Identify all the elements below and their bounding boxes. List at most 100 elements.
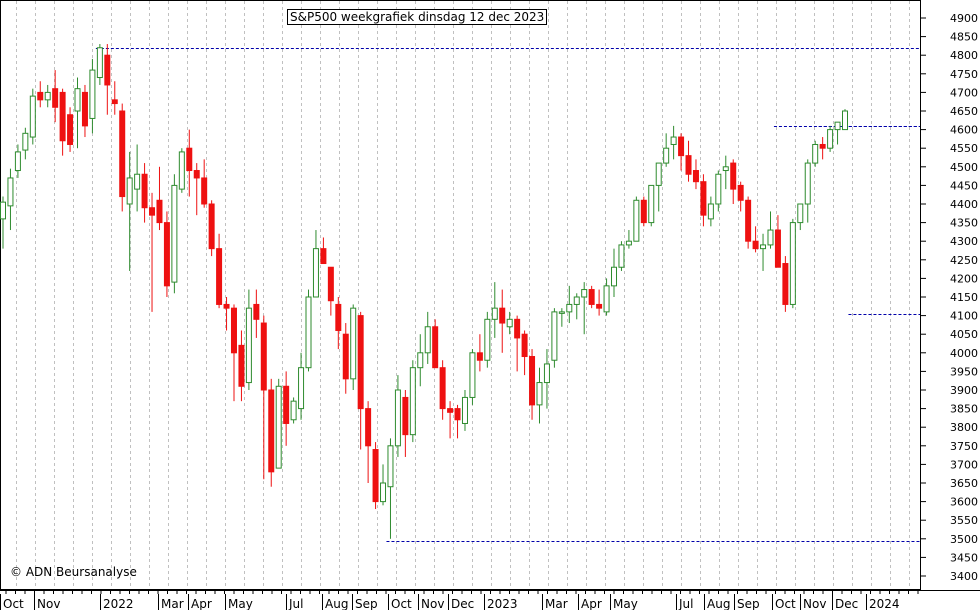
candle-body-up xyxy=(655,162,662,186)
candle-body-up xyxy=(827,129,834,149)
candle-body-down xyxy=(223,303,230,309)
candle-body-up xyxy=(715,173,722,205)
candle-body-down xyxy=(193,170,200,179)
candle-body-down xyxy=(640,199,647,224)
y-tick-label: 4350 xyxy=(950,217,978,230)
candle-body-down xyxy=(149,207,156,216)
y-tick-label: 4800 xyxy=(950,49,978,62)
y-tick-label: 3500 xyxy=(950,533,978,546)
candle-body-down xyxy=(588,289,595,305)
candle-body-down xyxy=(111,99,118,105)
candle-body-down xyxy=(119,110,126,198)
y-tick-label: 3400 xyxy=(950,570,978,583)
candle-body-up xyxy=(74,88,81,112)
candle-body-down xyxy=(201,177,208,205)
candle-body-down xyxy=(141,173,148,209)
candle-body-down xyxy=(454,408,461,421)
x-tick-label: Sep xyxy=(737,597,760,610)
y-tick-label: 3950 xyxy=(950,365,978,378)
x-tick-label: 2023 xyxy=(487,597,518,610)
candle-body-up xyxy=(603,285,610,313)
candle-body-down xyxy=(737,184,744,201)
y-tick-label: 4550 xyxy=(950,142,978,155)
x-tick-label: Oct xyxy=(391,597,412,610)
candle-body-up xyxy=(22,132,29,151)
candle-body-up xyxy=(722,166,729,172)
candle-body-up xyxy=(96,47,103,79)
candle-body-down xyxy=(59,91,66,142)
candle-body-up xyxy=(491,307,498,320)
candle-body-down xyxy=(774,229,781,268)
candle-body-up xyxy=(581,289,588,298)
candle-body-down xyxy=(327,266,334,302)
candle-body-down xyxy=(260,322,267,391)
x-tick-label: Oct xyxy=(3,597,24,610)
candle-body-up xyxy=(566,303,573,313)
x-tick-label: Oct xyxy=(775,597,796,610)
y-tick-label: 4600 xyxy=(950,124,978,137)
candle-body-up xyxy=(789,222,796,305)
candle-body-down xyxy=(529,356,536,406)
candle-body-down xyxy=(81,91,88,127)
candle-body-up xyxy=(551,311,558,361)
y-tick-label: 4150 xyxy=(950,291,978,304)
y-tick-label: 3600 xyxy=(950,496,978,509)
x-tick-label: Jul xyxy=(288,597,303,610)
plot-frame xyxy=(0,0,921,590)
candle-body-up xyxy=(290,400,297,421)
x-tick-label: Apr xyxy=(191,597,212,610)
candle-body-up xyxy=(0,201,6,220)
candle-body-down xyxy=(596,303,603,309)
candle-body-up xyxy=(670,136,677,145)
candle-body-up xyxy=(394,389,401,447)
candle-body-down xyxy=(268,389,275,473)
candle-body-down xyxy=(819,143,826,149)
candle-body-down xyxy=(521,333,528,358)
x-tick-label: Dec xyxy=(451,597,474,610)
candle-body-down xyxy=(365,408,372,447)
candle-body-down xyxy=(163,222,170,287)
y-tick-label: 3650 xyxy=(950,477,978,490)
y-tick-label: 4700 xyxy=(950,86,978,99)
y-tick-label: 3750 xyxy=(950,440,978,453)
candle-body-up xyxy=(573,296,580,305)
candle-body-up xyxy=(44,91,51,101)
candle-body-up xyxy=(89,69,96,119)
x-tick-label: Apr xyxy=(581,597,602,610)
y-tick-label: 4500 xyxy=(950,161,978,174)
candle-body-down xyxy=(745,199,752,242)
candle-body-down xyxy=(186,147,193,172)
y-tick-label: 4100 xyxy=(950,310,978,323)
x-tick-label: 2022 xyxy=(103,597,134,610)
candle-body-up xyxy=(797,203,804,224)
candle-body-down xyxy=(499,307,506,324)
candle-body-down xyxy=(230,307,237,354)
x-tick-label: Nov xyxy=(37,597,60,610)
candle-body-down xyxy=(476,352,483,361)
candle-body-up xyxy=(618,244,625,268)
candle-body-up xyxy=(461,396,468,424)
candle-body-up xyxy=(834,121,841,131)
x-tick-label: May xyxy=(228,597,253,610)
candle-body-down xyxy=(238,344,245,387)
candle-body-down xyxy=(67,114,74,145)
candle-body-down xyxy=(216,248,223,305)
candle-body-down xyxy=(447,408,454,413)
candle-body-up xyxy=(543,363,550,384)
x-tick-label: Nov xyxy=(421,597,444,610)
candle-body-up xyxy=(134,173,141,190)
candle-body-down xyxy=(283,385,290,424)
y-tick-label: 4450 xyxy=(950,179,978,192)
candle-body-up xyxy=(707,203,714,220)
x-tick-label: Aug xyxy=(707,597,730,610)
candle-body-down xyxy=(253,303,260,320)
candle-body-up xyxy=(536,382,543,406)
y-tick-label: 4900 xyxy=(950,12,978,25)
candle-body-up xyxy=(29,95,36,138)
y-tick-label: 3900 xyxy=(950,384,978,397)
candle-body-up xyxy=(126,177,133,205)
y-tick-label: 3800 xyxy=(950,421,978,434)
candle-body-down xyxy=(52,88,59,108)
